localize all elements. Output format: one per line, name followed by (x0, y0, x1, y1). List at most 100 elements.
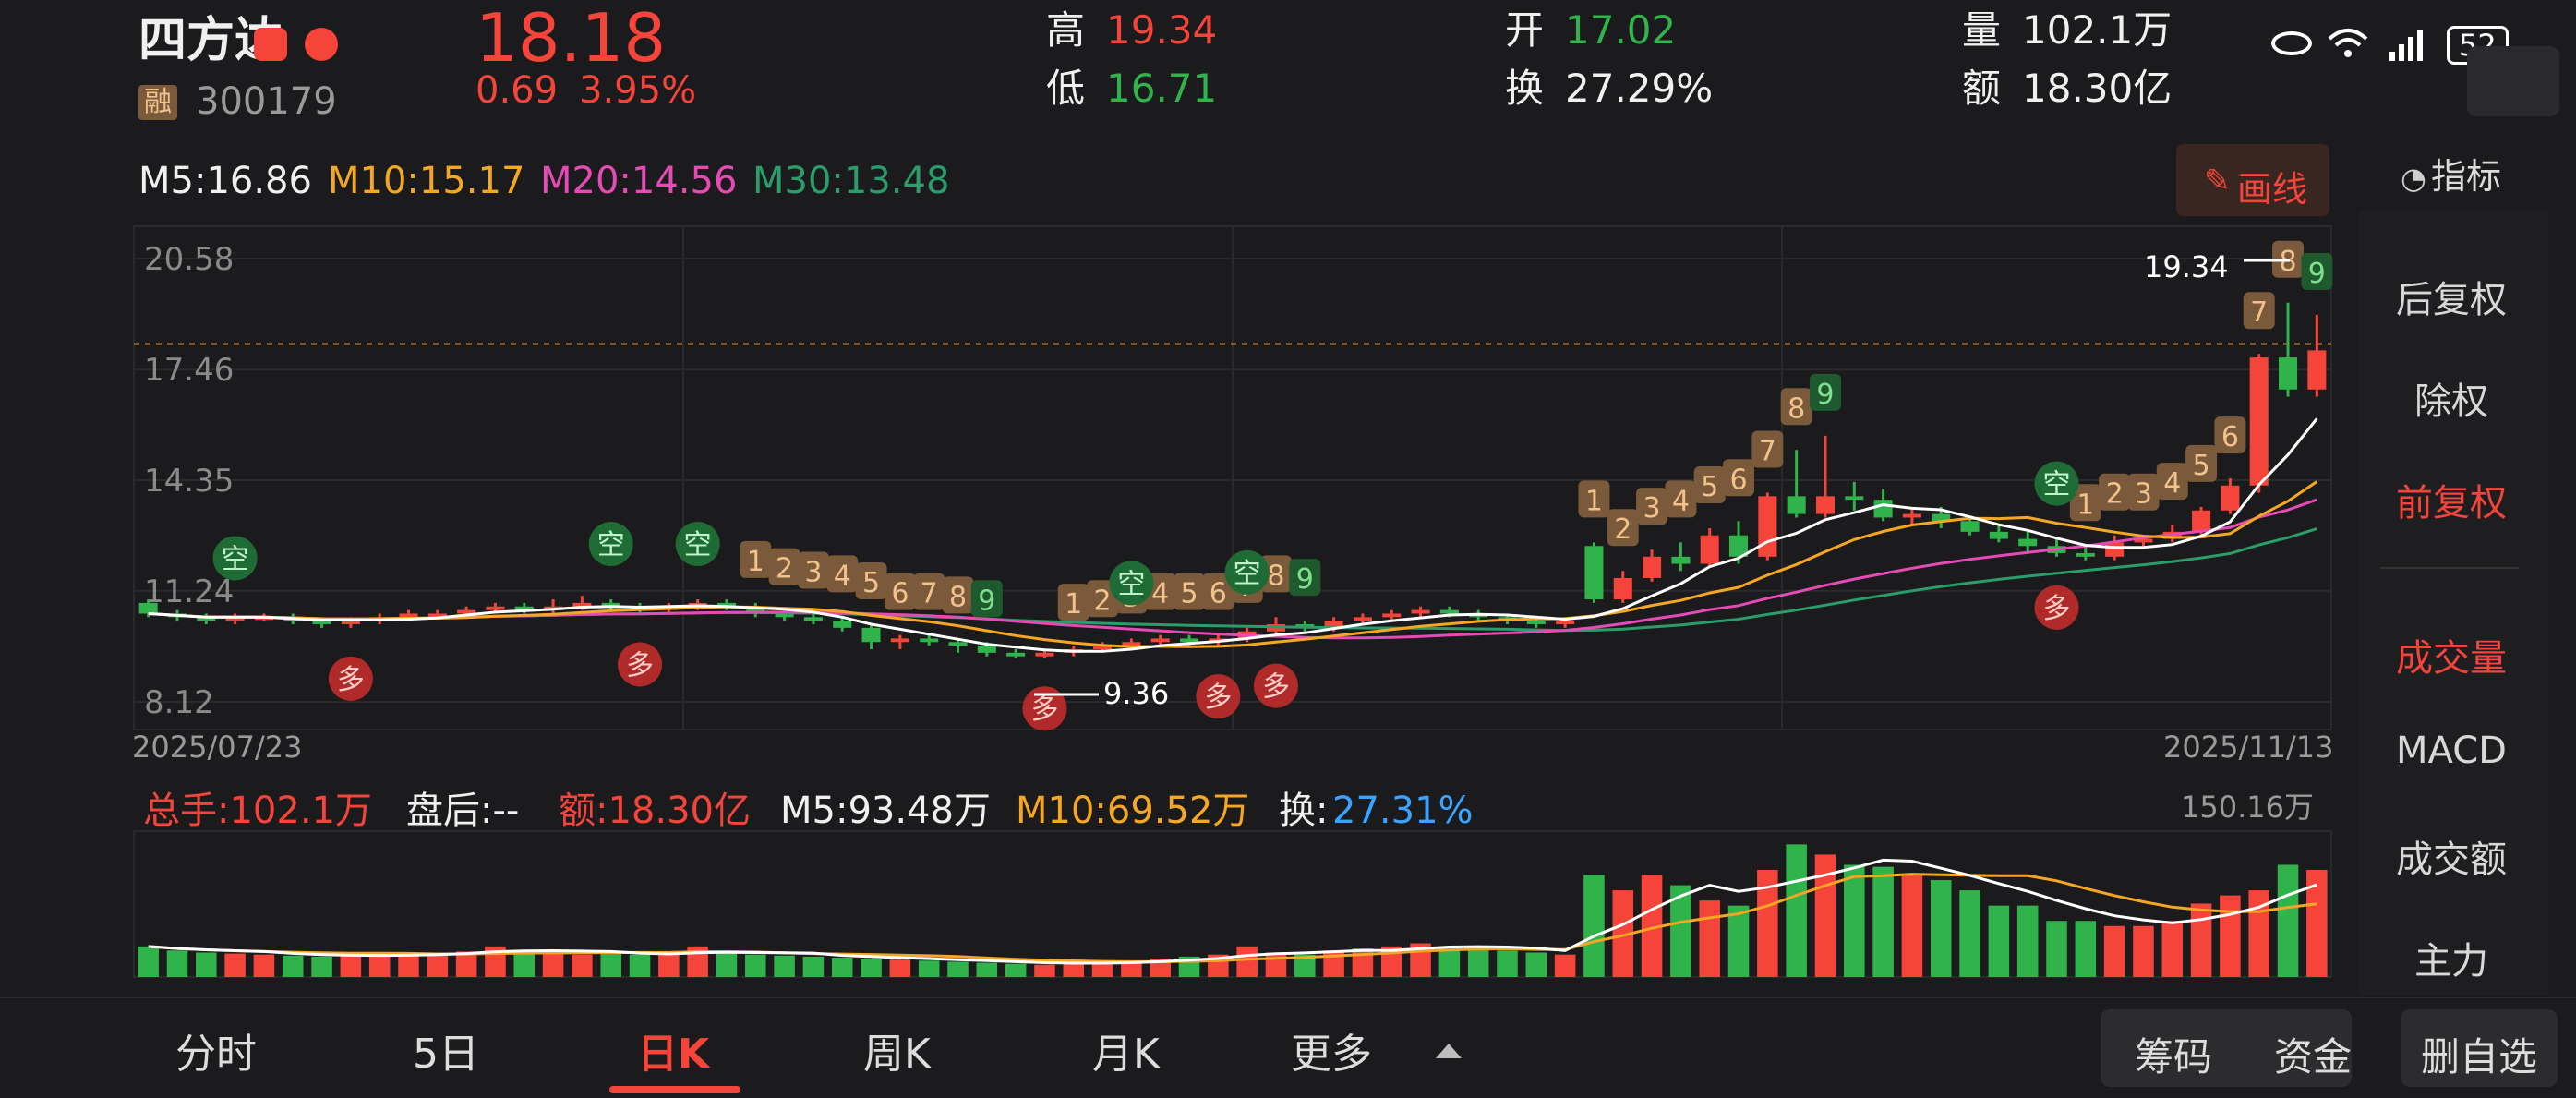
volume-bar (2220, 895, 2241, 977)
count-badge-label: 6 (1729, 464, 1747, 496)
current-price: 18.18 (475, 0, 667, 77)
tab-monthly-k[interactable]: 月K (1092, 1031, 1160, 1078)
ma10-value: M10:15.17 (328, 160, 525, 202)
funds-button[interactable]: 资金 (2274, 1034, 2353, 1080)
indicator-label: 指标 (2431, 156, 2502, 197)
volume-bar (2161, 921, 2184, 977)
volume-bar (1641, 875, 1663, 977)
fire-icon (254, 28, 287, 61)
remove-watchlist-group (2401, 1009, 2558, 1087)
candle-body (1556, 621, 1575, 625)
volume-max: 150.16万 (2181, 790, 2314, 825)
count-badge-label: 8 (1267, 560, 1284, 592)
volume-bar (1091, 961, 1113, 977)
count-badge-label: 2 (776, 553, 793, 585)
candle-body (601, 602, 620, 607)
candle-body (1815, 496, 1835, 514)
low-label: 低 (1046, 66, 1086, 111)
count-badge (1174, 573, 1206, 610)
adjust-none[interactable]: 除权 (2414, 380, 2488, 423)
volume-bar (1294, 954, 1316, 977)
signal-label: 多 (1030, 694, 1058, 726)
volume-bar (2075, 921, 2097, 977)
volume-frame (133, 830, 2332, 978)
candle-body (1439, 609, 1459, 614)
indicator-volume[interactable]: 成交量 (2396, 637, 2507, 680)
tab-daily-k[interactable]: 日K (637, 1031, 710, 1078)
hot-icon (305, 28, 338, 61)
indicator-button[interactable]: ◔ 指标 (2401, 148, 2501, 199)
draw-line-button[interactable]: ✎ 画线 (2176, 144, 2329, 216)
pencil-icon: ✎ (2204, 163, 2231, 199)
volume-bar (2016, 905, 2039, 977)
count-badge (970, 580, 1003, 618)
count-badge (942, 576, 974, 614)
count-badge-label: 7 (921, 578, 938, 610)
volume-bar (1005, 963, 1027, 977)
volume-bar (368, 954, 391, 977)
stock-code: 300179 (196, 80, 337, 123)
volume-ma-m10 (148, 873, 2317, 963)
volume-value: 102.1万 (2022, 7, 2173, 53)
count-badge-label: 6 (1210, 578, 1227, 610)
count-badge-label: 4 (2163, 467, 2181, 500)
volume-bar (947, 961, 969, 977)
candle-body (2307, 350, 2327, 390)
indicator-main-force[interactable]: 主力 (2414, 940, 2488, 983)
chips-button[interactable]: 筹码 (2135, 1034, 2213, 1080)
signal-label: 多 (1262, 671, 1290, 704)
short-signal (1109, 561, 1154, 606)
volume-m10: M10:69.52万 (1016, 790, 1250, 832)
volume-bar (513, 950, 536, 977)
count-badge (1578, 480, 1610, 518)
count-badge (2156, 463, 2188, 501)
caret-up-icon[interactable] (1436, 1044, 1462, 1058)
candle-body (2221, 485, 2240, 511)
volume-bar (600, 953, 621, 977)
count-badge-label: 9 (978, 585, 995, 617)
candle-body (1006, 652, 1026, 657)
signal-icon (2382, 26, 2434, 61)
remove-watchlist-button[interactable]: 删自选 (2421, 1034, 2538, 1080)
candle-body (1180, 638, 1199, 643)
amount-value: 18.30亿 (2022, 66, 2173, 111)
candle-body (920, 638, 939, 643)
y-tick-label: 20.58 (144, 241, 234, 278)
indicator-amount[interactable]: 成交额 (2396, 839, 2507, 881)
high-label: 高 (1046, 7, 1086, 53)
volume-label: 量 (1962, 7, 2002, 53)
volume-bar (1872, 866, 1894, 977)
candlestick-chart[interactable]: 20.5817.4614.3511.248.121234567891234567… (0, 0, 2364, 997)
volume-bar (1554, 954, 1576, 977)
count-badge-label: 7 (1759, 435, 1776, 467)
count-badge-label: 5 (1180, 578, 1198, 610)
volume-bar (1467, 948, 1489, 977)
volume-bar (976, 962, 998, 977)
candle-body (861, 627, 881, 643)
count-badge (797, 551, 829, 589)
long-signal (1253, 663, 1298, 708)
tab-weekly-k[interactable]: 周K (863, 1031, 931, 1078)
adjust-forward[interactable]: 前复权 (2396, 482, 2507, 525)
signal-label: 空 (684, 529, 712, 561)
amount-label: 额 (1962, 66, 2002, 111)
volume-bar (340, 955, 362, 977)
count-badge (2301, 252, 2333, 290)
screenshot-icon[interactable] (2467, 46, 2559, 116)
count-badge-label: 9 (1296, 563, 1314, 596)
indicator-macd[interactable]: MACD (2396, 730, 2507, 772)
tab-5day[interactable]: 5日 (413, 1031, 479, 1078)
tab-more[interactable]: 更多 (1291, 1031, 1372, 1078)
candle-body (1150, 638, 1170, 643)
candle-body (803, 617, 823, 621)
adjust-back[interactable]: 后复权 (2396, 279, 2507, 321)
volume-bar (658, 954, 680, 977)
gauge-icon: ◔ (2401, 161, 2426, 196)
volume-bar (861, 959, 882, 977)
volume-total: 总手:102.1万 (143, 790, 372, 832)
count-badge (1607, 509, 1639, 547)
volume-bar (1438, 946, 1461, 977)
volume-bar (1786, 844, 1807, 977)
tab-intraday[interactable]: 分时 (175, 1031, 257, 1078)
signal-label: 多 (2043, 593, 2071, 625)
